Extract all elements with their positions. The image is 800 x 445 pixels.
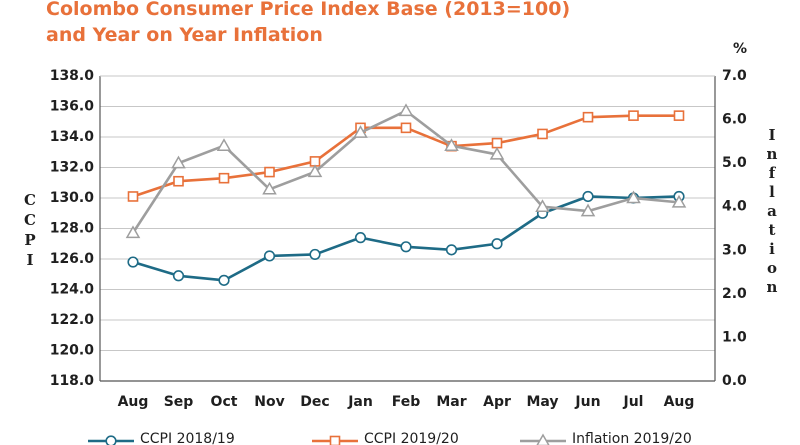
series-group [125,103,687,286]
legend-item: CCPI 2018/19 [88,431,235,445]
y2-tick-label: 3.0 [722,242,747,258]
data-point [536,433,550,445]
axes [99,75,716,382]
y-tick-label: 130.0 [50,190,95,206]
legend-label: CCPI 2019/20 [364,431,459,445]
x-tick-label: Apr [483,394,511,410]
chart-title-line-1: Colombo Consumer Price Index Base (2013=… [46,0,571,20]
series-ccpi-2019-20 [127,110,685,202]
data-point [671,194,687,208]
data-point [105,435,117,445]
data-point [307,164,323,178]
y-tick-label: 122.0 [50,312,95,328]
y2-tick-label: 7.0 [722,68,747,84]
x-tick-label: Nov [254,394,284,410]
data-point [127,256,139,268]
data-point [329,435,341,445]
data-point [262,181,277,195]
y-tick-label: 138.0 [50,68,95,84]
x-tick-label: Mar [436,394,466,410]
series-inflation-2019-20 [125,103,687,239]
y2-tick-label: 1.0 [722,329,747,345]
tick-labels: 118.0 120.0 122.0 124.0 126.0 128.0 130.0 132.0… [24,41,778,410]
data-point [172,270,185,282]
x-tick-label: Dec [300,394,329,410]
legend-item: Inflation 2019/20 [520,431,692,445]
x-tick-label: Oct [211,394,238,410]
series-ccpi-2018-19 [127,190,685,286]
data-point [125,225,141,239]
y-tick-label: 134.0 [50,129,95,145]
x-tick-label: Feb [392,394,421,410]
data-point [444,138,459,151]
y2-tick-label: 4.0 [722,199,747,215]
data-point [628,110,639,121]
legend-label: CCPI 2018/19 [140,431,235,445]
data-point [445,244,458,256]
data-point [582,190,594,203]
x-tick-label: Aug [664,394,695,410]
x-tick-label: May [526,394,558,410]
x-tick-label: Jun [574,394,600,410]
data-point [400,122,412,134]
data-point [218,172,230,184]
data-point [491,137,503,149]
y-tick-label: 118.0 [50,373,95,389]
legend: CCPI 2018/19 CCPI 2019/20 Inflation 2019/2… [88,431,692,445]
data-point [626,190,641,204]
data-point [171,155,186,169]
data-point [216,138,232,151]
data-point [263,250,276,262]
legend-item: CCPI 2019/20 [312,431,459,445]
y2-tick-label: 0.0 [722,373,747,389]
y-tick-label: 124.0 [50,282,95,298]
y-tick-label: 136.0 [50,99,95,115]
y2-tick-label: 6.0 [722,112,747,128]
y-tick-label: 126.0 [50,251,95,267]
chart-title-line-2: and Year on Year Inflation [46,24,323,46]
data-point [489,146,505,160]
data-point [582,111,594,123]
y-tick-label: 132.0 [50,160,95,176]
data-point [309,248,321,261]
data-point [535,199,550,212]
y-tick-label: 128.0 [50,221,95,237]
chart-title: Colombo Consumer Price Index Base (2013=… [46,0,570,48]
x-tick-label: Jan [347,394,373,410]
data-point [537,128,548,140]
data-point [398,103,414,117]
y2-tick-label: 2.0 [722,286,747,302]
data-point [354,232,367,244]
data-point [218,274,230,286]
data-point [580,203,596,217]
data-point [264,166,275,178]
legend-label: Inflation 2019/20 [572,431,692,445]
data-point [353,125,368,138]
x-tick-label: Sep [164,394,194,410]
data-point [173,175,184,187]
data-point [491,238,503,250]
x-tick-label: Jul [623,394,644,410]
data-point [127,191,139,202]
y2-tick-label: 5.0 [722,155,747,171]
x-tick-label: Aug [118,394,149,410]
y2-unit-label: % [733,41,747,57]
data-point [400,241,412,253]
data-point [673,110,685,121]
y-tick-label: 120.0 [50,343,95,359]
